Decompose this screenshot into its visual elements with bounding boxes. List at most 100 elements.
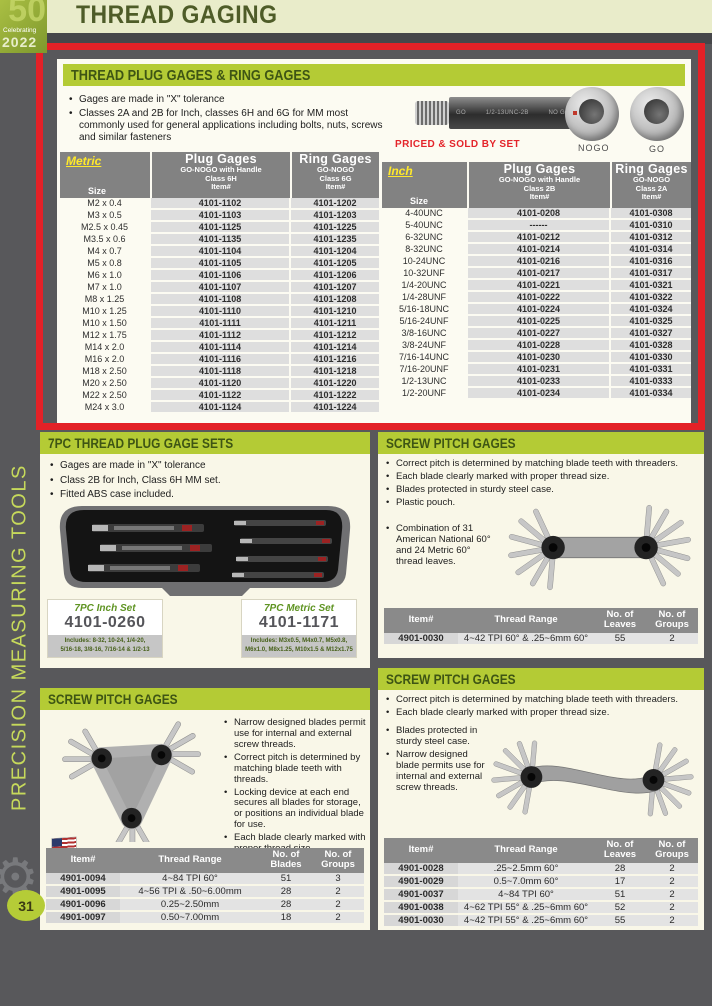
table-cell: 4901-0095 <box>46 884 120 899</box>
table-row: 3/8-16UNC 4101-0227 4101-0327 <box>382 327 691 341</box>
table-cell: 4101-0222 <box>466 291 610 305</box>
section-title-bar: THREAD PLUG GAGES & RING GAGES <box>63 64 685 86</box>
screw-pitch-gage-image <box>491 740 694 817</box>
table-cell: M22 x 2.50 <box>60 389 150 402</box>
table-cell: 4101-0325 <box>609 315 691 329</box>
sidebar-vertical-label: PRECISION MEASURING TOOLS <box>8 464 31 812</box>
gage-case-image <box>59 506 351 596</box>
table-cell: M18 x 2.50 <box>60 365 150 378</box>
table-cell: 4101-0316 <box>609 255 691 269</box>
inch-set-item: 4101-0260 <box>64 614 146 631</box>
table-cell: 1/4-28UNF <box>382 291 467 305</box>
table-cell: 4101-1124 <box>149 401 290 414</box>
bullet-list: Gages are made in "X" tolerance Class 2B … <box>50 460 350 504</box>
table-cell: 4101-1208 <box>289 293 379 306</box>
metric-table-body: M2 x 0.4 4101-1102 4101-1202 M3 x 0.5 4101-1… <box>60 198 379 414</box>
table-cell: 4101-1225 <box>289 221 379 234</box>
inch-label: Inch <box>388 164 413 178</box>
table-row: M20 x 2.50 4101-1120 4101-1220 <box>60 377 379 390</box>
table-row: M6 x 1.0 4101-1106 4101-1206 <box>60 269 379 282</box>
logo-year: 2022 <box>2 34 38 50</box>
table-cell: M10 x 1.25 <box>60 305 150 318</box>
table-cell: 2 <box>646 632 698 646</box>
table-cell: 7/16-14UNC <box>382 351 467 365</box>
screw-pitch-section-left: SCREW PITCH GAGES USA Narrow designed bl… <box>40 688 370 930</box>
col-header-item: Item# <box>46 848 120 873</box>
table-row: 1/2-20UNF 4101-0234 4101-0334 <box>382 387 691 401</box>
screw-pitch-section-top: SCREW PITCH GAGES Correct pitch is deter… <box>378 432 704 658</box>
plug-gages-column-header: Plug Gages GO-NOGO with Handle Class 6H … <box>150 152 290 198</box>
table-cell: 4101-0322 <box>609 291 691 305</box>
col-header-leaves: No. of Leaves <box>594 838 646 863</box>
table-cell: 3/8-16UNC <box>382 327 467 341</box>
table-row: 4901-0029 0.5~7.0mm 60° 17 2 <box>384 874 698 889</box>
table-cell: M4 x 0.7 <box>60 245 150 258</box>
table-cell: 4101-0212 <box>466 231 610 245</box>
table-cell: 4101-0230 <box>466 351 610 365</box>
table-cell: 4~56 TPI & .50~6.00mm <box>120 884 260 899</box>
section-title-bar: 7PC THREAD PLUG GAGE SETS <box>40 432 370 454</box>
table-cell: 4101-0228 <box>466 339 610 353</box>
table-row: 4901-0037 4~84 TPI 60° 51 2 <box>384 887 698 902</box>
section-title: THREAD PLUG GAGES & RING GAGES <box>71 66 311 84</box>
inch-table-body: 4-40UNC 4101-0208 4101-0308 5-40UNC ------ 41… <box>382 208 691 401</box>
table-cell: 4101-1135 <box>149 233 290 246</box>
table-cell: 0.50~7.00mm <box>120 910 260 925</box>
ring-nogo-label: NOGO <box>578 143 610 153</box>
table-cell: 4101-1110 <box>149 305 290 318</box>
table-row: M14 x 2.0 4101-1114 4101-1214 <box>60 341 379 354</box>
plug-body: GO 1/2-13UNC-2B NO GO <box>449 97 577 129</box>
table-row: M3.5 x 0.6 4101-1135 4101-1235 <box>60 233 379 246</box>
bullet-list: Correct pitch is determined by matching … <box>386 694 700 721</box>
table-row: 4901-0094 4~84 TPI 60° 51 3 <box>46 872 364 886</box>
bullet-list-narrow: Combination of 31 American National 60° … <box>386 523 498 570</box>
table-cell: 4901-0029 <box>384 874 458 889</box>
table-cell: 4101-1224 <box>289 401 379 414</box>
ring-go-label: GO <box>649 144 666 154</box>
table-cell: 5/16-24UNF <box>382 315 467 329</box>
bullet-item: Fitted ABS case included. <box>50 489 350 502</box>
section-title: 7PC THREAD PLUG GAGE SETS <box>48 435 234 451</box>
table-cell: 4101-0227 <box>466 327 610 341</box>
table-cell: 4101-1122 <box>149 389 290 402</box>
table-cell: M20 x 2.50 <box>60 377 150 390</box>
metric-set-name: 7PC Metric Set <box>263 603 335 614</box>
screw-pitch-table: Item# Thread Range No. of Leaves No. of … <box>384 838 698 928</box>
table-cell: 4901-0030 <box>384 632 458 646</box>
table-row: 4901-0095 4~56 TPI & .50~6.00mm 28 2 <box>46 884 364 899</box>
col-header-range: Thread Range <box>120 848 260 873</box>
table-cell: 17 <box>594 874 646 889</box>
table-cell: 4~62 TPI 55° & .25~6mm 60° <box>458 900 594 915</box>
inch-set-box: 7PC Inch Set 4101-0260 Includes: 8-32, 1… <box>48 600 162 657</box>
table-row: 4901-0097 0.50~7.00mm 18 2 <box>46 910 364 925</box>
col-header-range: Thread Range <box>458 608 594 633</box>
table-cell: 10-32UNF <box>382 267 467 281</box>
metric-set-box: 7PC Metric Set 4101-1171 Includes: M3x0.… <box>242 600 356 657</box>
col-header-item: Item# <box>384 608 458 633</box>
table-cell: 52 <box>594 900 646 915</box>
table-cell: 4101-0314 <box>609 243 691 257</box>
col-header-blades: No. of Blades <box>260 848 312 873</box>
ring-gage-nogo-image <box>565 87 619 141</box>
table-cell: 4101-1220 <box>289 377 379 390</box>
table-cell: 4101-0208 <box>466 208 610 221</box>
table-cell: 4101-1214 <box>289 341 379 354</box>
inch-table: Inch Size Plug Gages GO-NOGO with Handle… <box>382 162 691 401</box>
table-cell: M10 x 1.50 <box>60 317 150 330</box>
plug-nogo-label: NO GO <box>548 110 570 116</box>
table-cell: 4101-1108 <box>149 293 290 306</box>
table-cell: 4101-1107 <box>149 281 290 294</box>
table-row: M5 x 0.8 4101-1105 4101-1205 <box>60 257 379 270</box>
table-cell: 4101-0328 <box>609 339 691 353</box>
table-cell: 4101-1210 <box>289 305 379 318</box>
plug-gages-column-header: Plug Gages GO-NOGO with Handle Class 2B … <box>467 162 610 208</box>
table-cell: 55 <box>594 913 646 928</box>
screw-pitch-table: Item# Thread Range No. of Blades No. of … <box>46 848 364 925</box>
section-title-bar: SCREW PITCH GAGES <box>378 432 704 454</box>
bullet-item: Locking device at each end secures all b… <box>224 787 366 832</box>
table-cell: 10-24UNC <box>382 255 467 269</box>
bullet-item: Correct pitch is determined by matching … <box>386 694 700 706</box>
col-header-range: Thread Range <box>458 838 594 863</box>
table-row: 4901-0038 4~62 TPI 55° & .25~6mm 60° 52 2 <box>384 900 698 915</box>
table-cell: 4101-0224 <box>466 303 610 317</box>
